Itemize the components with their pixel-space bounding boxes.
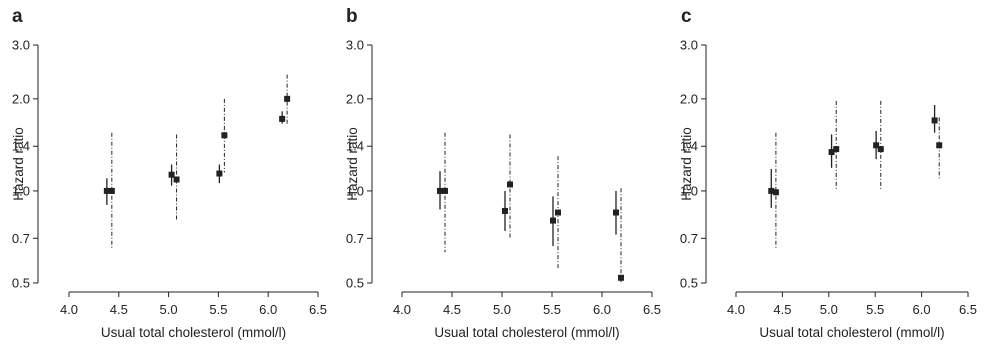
b-x-tick-label: 4.0 [393,302,411,317]
a-solid-series-point [103,187,110,194]
b-dashed-series-point [618,274,624,281]
c-x-axis-label: Usual total cholesterol (mmol/l) [759,325,944,340]
b-y-tick-label: 1.4 [346,139,364,154]
b-solid-series-point [502,207,508,214]
a-x-tick-label: 5.0 [160,302,178,317]
b-x-tick-label: 5.0 [493,302,511,317]
a-y-tick-label: 3.0 [12,38,30,53]
c-y-tick-label: 3.0 [680,38,698,53]
b-solid-series-point [437,187,443,194]
a-y-tick-label: 0.5 [12,276,30,291]
panel-b: b 4.0 4.5 5.0 5.5 6.0 6.5 0.5 0.7 1.0 1.4 2.0 3.0 Us… [345,6,661,340]
b-y-tick-label: 0.7 [346,231,364,246]
b-dashed-series-point [555,209,561,216]
c-y-tick-label: 0.5 [680,276,698,291]
b-y-tick-label: 2.0 [346,91,364,106]
c-solid-series-point [931,117,938,124]
b-x-tick-label: 5.5 [543,302,561,317]
a-dashed-series-point [221,132,228,139]
a-y-tick-label: 1.0 [12,183,30,198]
a-x-tick-label: 4.5 [110,302,128,317]
a-x-tick-label: 6.5 [309,302,327,317]
c-dashed-series-point [877,146,884,153]
panel-letter-a: a [12,6,23,27]
panel-letter-b: b [346,6,358,27]
b-y-axis-label: Hazard ratio [345,127,360,201]
c-solid-series-point [828,149,835,156]
a-solid-series-point [216,170,223,177]
c-y-axis-label: Hazard ratio [679,127,694,201]
c-dashed-series-point [936,142,943,149]
a-dashed-series-point [284,95,291,102]
b-y-tick-label: 0.5 [346,276,364,291]
c-y-tick-label: 1.4 [680,139,698,154]
b-x-tick-label: 4.5 [443,302,461,317]
c-x-tick-label: 6.0 [913,302,931,317]
c-x-tick-label: 4.0 [727,302,745,317]
a-x-tick-label: 6.0 [259,302,277,317]
panel-letter-c: c [681,6,692,27]
c-y-tick-label: 1.0 [680,183,698,198]
b-x-tick-label: 6.0 [593,302,611,317]
c-y-tick-label: 0.7 [680,231,698,246]
c-x-tick-label: 5.0 [820,302,838,317]
a-x-axis-label: Usual total cholesterol (mmol/l) [101,325,286,340]
a-y-axis-label: Hazard ratio [11,127,26,201]
b-x-axis-label: Usual total cholesterol (mmol/l) [434,325,619,340]
chart-a: 4.0 4.5 5.0 5.5 6.0 6.5 0.5 0.7 1.0 1.4 2.0 3.0 Usua… [11,38,327,341]
c-dashed-series-point [833,146,840,153]
a-x-tick-label: 5.5 [209,302,227,317]
b-solid-series-point [550,217,556,224]
c-solid-series-point [768,187,775,194]
c-x-tick-label: 4.5 [773,302,791,317]
panel-c: c 4.0 4.5 5.0 5.5 6.0 6.5 0.5 0.7 1.0 1.4 2.0 3.0 Us… [679,6,977,340]
b-solid-series-point [613,209,619,216]
a-y-tick-label: 2.0 [12,91,30,106]
chart-c: 4.0 4.5 5.0 5.5 6.0 6.5 0.5 0.7 1.0 1.4 2.0 3.0 Usua… [679,38,977,341]
c-solid-series-point [873,142,880,149]
a-solid-series-point [168,171,175,178]
c-dashed-series-point [772,189,779,196]
a-y-tick-label: 0.7 [12,231,30,246]
b-dashed-series-point [507,181,513,188]
c-y-tick-label: 2.0 [680,91,698,106]
chart-b: 4.0 4.5 5.0 5.5 6.0 6.5 0.5 0.7 1.0 1.4 2.0 3.0 Usua… [345,38,661,341]
b-dashed-series-point [442,187,448,194]
a-dashed-series-point [108,187,115,194]
b-y-tick-label: 1.0 [346,183,364,198]
a-y-tick-label: 1.4 [12,139,30,154]
a-x-tick-label: 4.0 [60,302,78,317]
a-solid-series-point [279,115,286,122]
a-dashed-series-point [173,176,180,183]
b-y-tick-label: 3.0 [346,38,364,53]
c-x-tick-label: 6.5 [959,302,977,317]
b-x-tick-label: 6.5 [643,302,661,317]
panel-a: a 4.0 4.5 5.0 5.5 6.0 6.5 0.5 0.7 1.0 1.4 2.0 3.0 Us… [11,6,327,340]
c-x-tick-label: 5.5 [866,302,884,317]
